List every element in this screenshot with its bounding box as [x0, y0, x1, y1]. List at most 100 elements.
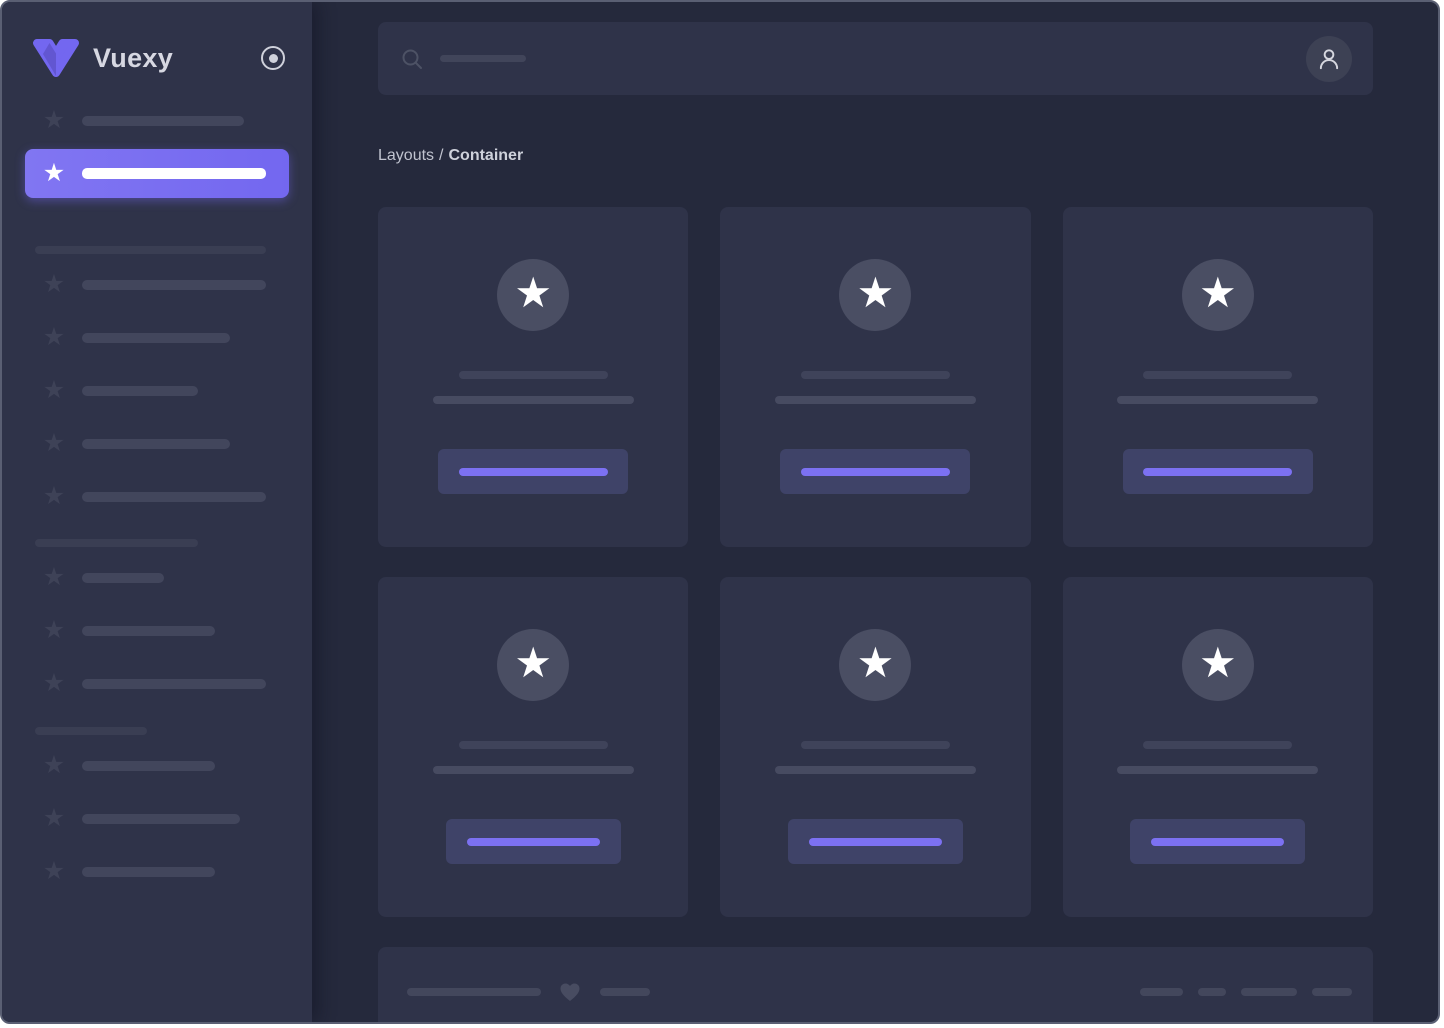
- sidebar-item-label-skeleton: [82, 333, 230, 343]
- footer-left: [407, 980, 650, 1004]
- sidebar-item[interactable]: ★: [25, 375, 289, 404]
- sidebar-item[interactable]: ★: [25, 269, 289, 298]
- star-icon: ★: [42, 481, 66, 510]
- card-button-label-skeleton: [800, 467, 950, 476]
- star-icon: ★: [856, 638, 895, 687]
- card-subtitle-skeleton: [774, 396, 976, 404]
- card-button-label-skeleton: [458, 467, 608, 476]
- footer-link-skeleton: [1198, 988, 1226, 996]
- card-button[interactable]: [787, 819, 963, 864]
- menu-pin-dot: [268, 53, 278, 63]
- sidebar-item[interactable]: ★: [25, 803, 289, 832]
- card-subtitle-skeleton: [432, 766, 634, 774]
- section-header-skeleton: [35, 539, 198, 547]
- star-icon: ★: [42, 322, 66, 351]
- sidebar-item[interactable]: ★: [25, 481, 289, 510]
- star-icon: ★: [42, 562, 66, 591]
- footer-link-skeleton: [1140, 988, 1183, 996]
- sidebar-item-label-skeleton: [82, 679, 266, 689]
- sidebar-item[interactable]: ★: [25, 322, 289, 351]
- card-title-skeleton: [1143, 371, 1293, 379]
- sidebar-item[interactable]: ★: [25, 428, 289, 457]
- sidebar-item-label-skeleton: [82, 386, 198, 396]
- card-button[interactable]: [438, 449, 629, 494]
- vuexy-logo-icon: [32, 38, 80, 78]
- menu-pin-toggle-icon[interactable]: [261, 46, 285, 70]
- sidebar-nav: ★ ★ ★ ★ ★ ★: [2, 105, 312, 885]
- card-subtitle-skeleton: [1117, 396, 1319, 404]
- search-icon: [400, 47, 424, 71]
- star-icon: ★: [42, 105, 66, 134]
- star-icon: ★: [42, 668, 66, 697]
- card-subtitle-skeleton: [1117, 766, 1319, 774]
- star-icon: ★: [1199, 268, 1237, 317]
- card-title-skeleton: [800, 741, 950, 749]
- sidebar-item[interactable]: ★: [25, 105, 289, 134]
- star-icon: ★: [42, 375, 66, 404]
- sidebar-item-label-skeleton: [82, 492, 266, 502]
- footer-text-skeleton: [407, 988, 541, 996]
- star-icon: ★: [42, 615, 66, 644]
- footer: [378, 947, 1373, 1022]
- placeholder-card: ★: [720, 577, 1031, 917]
- card-avatar: ★: [839, 629, 912, 701]
- sidebar: Vuexy ★ ★ ★ ★: [2, 2, 312, 1022]
- card-avatar: ★: [497, 259, 570, 331]
- section-header-skeleton: [35, 727, 147, 735]
- sidebar-item[interactable]: ★: [25, 615, 289, 644]
- card-button[interactable]: [1122, 449, 1313, 494]
- footer-link-skeleton: [1312, 988, 1352, 996]
- star-icon: ★: [514, 638, 552, 687]
- card-button-label-skeleton: [466, 837, 600, 846]
- star-icon: ★: [42, 856, 66, 885]
- breadcrumb-separator: /: [439, 147, 444, 164]
- sidebar-item-label-skeleton: [82, 814, 240, 824]
- breadcrumb-current-page: Container: [448, 147, 524, 164]
- placeholder-card: ★: [378, 207, 689, 547]
- app-title: Vuexy: [93, 42, 174, 73]
- card-title-skeleton: [458, 371, 608, 379]
- placeholder-card: ★: [378, 577, 689, 917]
- sidebar-item-label-skeleton: [82, 573, 164, 583]
- footer-text-skeleton: [600, 988, 650, 996]
- placeholder-card: ★: [1062, 577, 1373, 917]
- card-avatar: ★: [1181, 259, 1254, 331]
- nav-section-header: [35, 727, 289, 735]
- star-icon: ★: [856, 268, 895, 317]
- card-button[interactable]: [780, 449, 971, 494]
- card-grid: ★ ★ ★: [378, 207, 1373, 917]
- user-avatar[interactable]: [1306, 35, 1352, 82]
- star-icon: ★: [514, 268, 552, 317]
- main-content: Layouts / Container ★ ★ ★: [312, 2, 1438, 1022]
- sidebar-item[interactable]: ★: [25, 752, 289, 778]
- star-icon: ★: [42, 428, 66, 457]
- footer-link-skeleton: [1241, 988, 1297, 996]
- sidebar-item[interactable]: ★: [25, 856, 289, 885]
- placeholder-card: ★: [720, 207, 1031, 547]
- card-button-label-skeleton: [1143, 467, 1293, 476]
- star-icon: ★: [42, 803, 66, 832]
- sidebar-header: Vuexy: [2, 2, 312, 78]
- card-title-skeleton: [800, 371, 950, 379]
- sidebar-item[interactable]: ★: [25, 562, 289, 591]
- card-avatar: ★: [839, 259, 912, 331]
- sidebar-item-label-skeleton: [82, 439, 230, 449]
- heart-icon: [558, 980, 582, 1004]
- breadcrumb-section-link[interactable]: Layouts: [378, 147, 435, 164]
- search-bar[interactable]: [378, 22, 1373, 95]
- section-header-skeleton: [35, 246, 266, 254]
- card-title-skeleton: [458, 741, 608, 749]
- sidebar-item-active[interactable]: ★: [25, 149, 289, 198]
- sidebar-item-label-skeleton: [82, 867, 215, 877]
- card-button[interactable]: [1130, 819, 1306, 864]
- card-avatar: ★: [497, 629, 570, 701]
- breadcrumb: Layouts / Container: [378, 146, 1373, 165]
- sidebar-item-label-skeleton: [82, 280, 266, 290]
- card-title-skeleton: [1143, 741, 1293, 749]
- sidebar-item-label-skeleton: [82, 761, 215, 771]
- card-button[interactable]: [445, 819, 621, 864]
- star-icon: ★: [42, 269, 66, 298]
- sidebar-item[interactable]: ★: [25, 668, 289, 697]
- star-icon: ★: [1199, 638, 1237, 687]
